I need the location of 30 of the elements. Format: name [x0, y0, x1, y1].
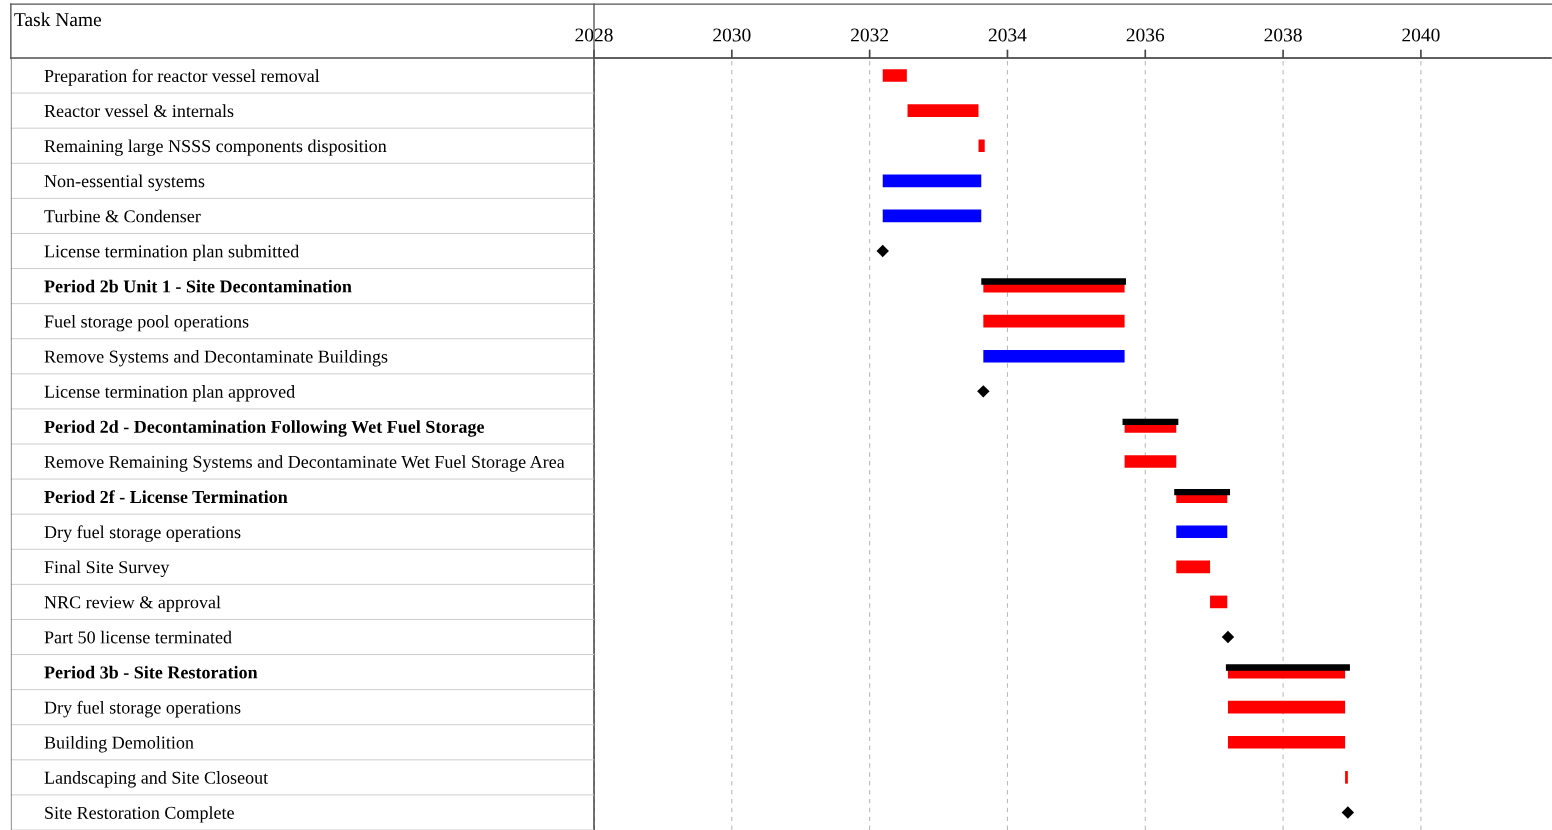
- y-tick-label: NRC review & approval: [44, 595, 221, 613]
- y-tick-label: Remove Systems and Decontaminate Buildings: [44, 350, 388, 367]
- x-tick-label: 2040: [1402, 28, 1440, 42]
- y-tick-label: Remove Remaining Systems and Decontaminate Wet Fuel Storage Area: [44, 455, 565, 472]
- y-tick-label: Remaining large NSSS components disposition: [44, 139, 387, 156]
- y-tick-label: Fuel storage pool operations: [44, 314, 249, 332]
- y-tick-label: Period 2d - Decontamination Following Wet Fuel Storage: [44, 420, 485, 437]
- y-axis-title: Task Name: [14, 12, 102, 27]
- x-tick-label: 2032: [851, 28, 889, 42]
- y-tick-label: Building Demolition: [44, 736, 194, 753]
- y-tick-label: Site Restoration Complete: [45, 806, 234, 823]
- x-tick-label: 2034: [988, 28, 1027, 42]
- x-tick-label: 2038: [1264, 28, 1302, 42]
- y-tick-label: Period 2b Unit 1 - Site Decontamination: [44, 279, 352, 293]
- y-tick-label: Final Site Survey: [44, 560, 170, 577]
- x-tick-label: 2028: [575, 28, 613, 42]
- y-tick-label: Non-essential systems: [44, 174, 205, 191]
- y-tick-label: Part 50 license terminated: [44, 630, 232, 644]
- y-tick-label: Preparation for reactor vessel removal: [44, 69, 320, 86]
- y-tick-label: Turbine & Condenser: [44, 209, 201, 223]
- y-tick-label: Period 3b - Site Restoration: [44, 665, 258, 679]
- y-tick-label: Dry fuel storage operations: [44, 525, 241, 542]
- x-tick-label: 2036: [1126, 28, 1165, 42]
- y-tick-label: Reactor vessel & internals: [44, 104, 234, 118]
- y-tick-label: Period 2f - License Termination: [44, 490, 288, 504]
- x-tick-label: 2030: [713, 28, 751, 42]
- y-tick-label: Dry fuel storage operations: [44, 700, 241, 718]
- y-tick-label: License termination plan submitted: [44, 244, 299, 262]
- y-tick-label: License termination plan approved: [44, 385, 295, 402]
- y-tick-label: Landscaping and Site Closeout: [44, 771, 269, 788]
